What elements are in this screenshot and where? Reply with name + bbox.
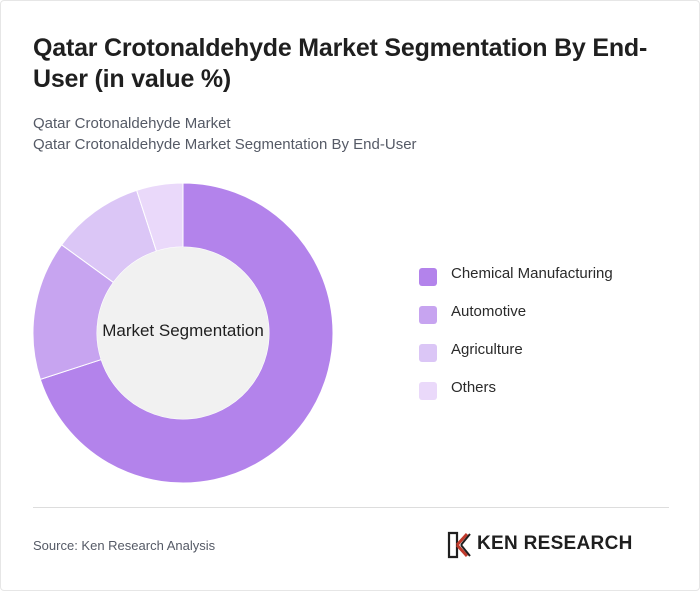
legend-swatch (419, 306, 437, 324)
logo-text: KEN RESEARCH (477, 533, 633, 554)
chart-title: Qatar Crotonaldehyde Market Segmentation… (33, 34, 648, 93)
donut-center-label: Market Segmentation (102, 321, 264, 340)
donut-chart (32, 182, 334, 484)
footer-divider (33, 507, 669, 508)
legend-label: Automotive (451, 303, 527, 320)
legend-swatch (419, 268, 437, 286)
breadcrumb-market: Qatar Crotonaldehyde Market (33, 115, 231, 132)
breadcrumb-segmentation: Qatar Crotonaldehyde Market Segmentation… (33, 136, 417, 153)
legend-item[interactable]: Chemical Manufacturing (417, 263, 687, 301)
chart-legend: Chemical Manufacturing Automotive Agricu… (417, 263, 687, 415)
legend-item[interactable]: Others (417, 377, 687, 415)
ken-logo-icon (447, 531, 471, 559)
ken-research-logo: KEN RESEARCH (447, 529, 671, 559)
legend-swatch (419, 344, 437, 362)
legend-swatch (419, 382, 437, 400)
legend-label: Others (451, 379, 497, 396)
legend-item[interactable]: Agriculture (417, 339, 687, 377)
legend-label: Chemical Manufacturing (451, 265, 613, 282)
legend-label: Agriculture (451, 341, 523, 358)
source-note: Source: Ken Research Analysis (33, 538, 216, 553)
legend-item[interactable]: Automotive (417, 301, 687, 339)
donut-hole (97, 247, 269, 419)
donut-slice-chemical-manufacturing[interactable] (39, 182, 334, 484)
